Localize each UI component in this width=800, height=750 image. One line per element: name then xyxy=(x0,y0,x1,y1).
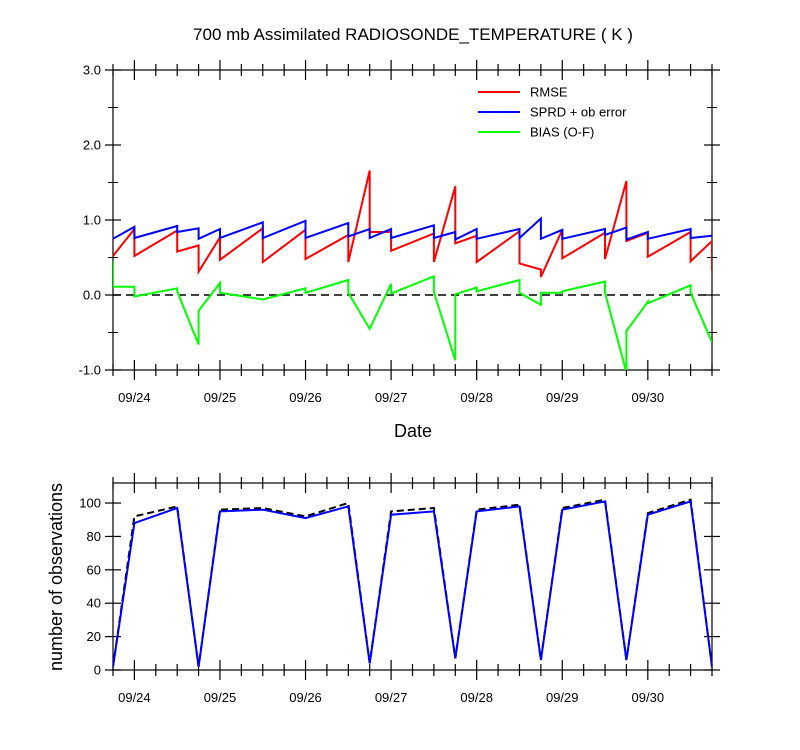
x-tick-label: 09/25 xyxy=(204,390,237,405)
y-tick-label: 3.0 xyxy=(83,63,101,78)
series-line-solid xyxy=(113,500,712,667)
x-tick-label: 09/26 xyxy=(289,690,322,705)
legend-label: RMSE xyxy=(530,85,568,100)
legend-label: SPRD + ob error xyxy=(530,105,627,120)
y-tick-label: 1.0 xyxy=(83,213,101,228)
x-axis-label: Date xyxy=(394,421,432,441)
x-tick-label: 09/28 xyxy=(460,690,493,705)
series-line-bias-o-f xyxy=(113,261,712,370)
y-tick-label: -1.0 xyxy=(79,363,101,378)
y-tick-label: 60 xyxy=(87,562,101,577)
y-tick-label: 40 xyxy=(87,596,101,611)
y-tick-label: 80 xyxy=(87,529,101,544)
y-tick-label: 2.0 xyxy=(83,138,101,153)
x-tick-label: 09/28 xyxy=(460,390,493,405)
x-tick-label: 09/26 xyxy=(289,390,322,405)
x-tick-label: 09/24 xyxy=(118,690,151,705)
x-tick-label: 09/27 xyxy=(375,390,408,405)
y-tick-label: 20 xyxy=(87,629,101,644)
x-tick-label: 09/24 xyxy=(118,390,151,405)
x-tick-label: 09/27 xyxy=(375,690,408,705)
bottom-plot: 09/24 09/25 09/26 09/27 09/28 09/29 09/30 100 80… xyxy=(79,473,720,705)
x-tick-label: 09/25 xyxy=(204,690,237,705)
legend-label: BIAS (O-F) xyxy=(530,125,594,140)
x-tick-label: 09/29 xyxy=(546,690,579,705)
y-tick-label: 0 xyxy=(94,663,101,678)
y-tick-label: 0.0 xyxy=(83,288,101,303)
chart-title: 700 mb Assimilated RADIOSONDE_TEMPERATUR… xyxy=(193,25,633,44)
series-line-sprd-ob-error xyxy=(113,216,712,242)
top-plot: 09/24 09/25 09/26 09/27 09/28 09/29 09/30 3.0 2.… xyxy=(79,60,720,405)
y-tick-label: 100 xyxy=(79,496,101,511)
x-tick-label: 09/30 xyxy=(632,690,665,705)
x-tick-label: 09/30 xyxy=(632,390,665,405)
x-tick-label: 09/29 xyxy=(546,390,579,405)
y-axis-label: number of observations xyxy=(46,483,66,671)
series-line-rmse xyxy=(113,170,712,278)
